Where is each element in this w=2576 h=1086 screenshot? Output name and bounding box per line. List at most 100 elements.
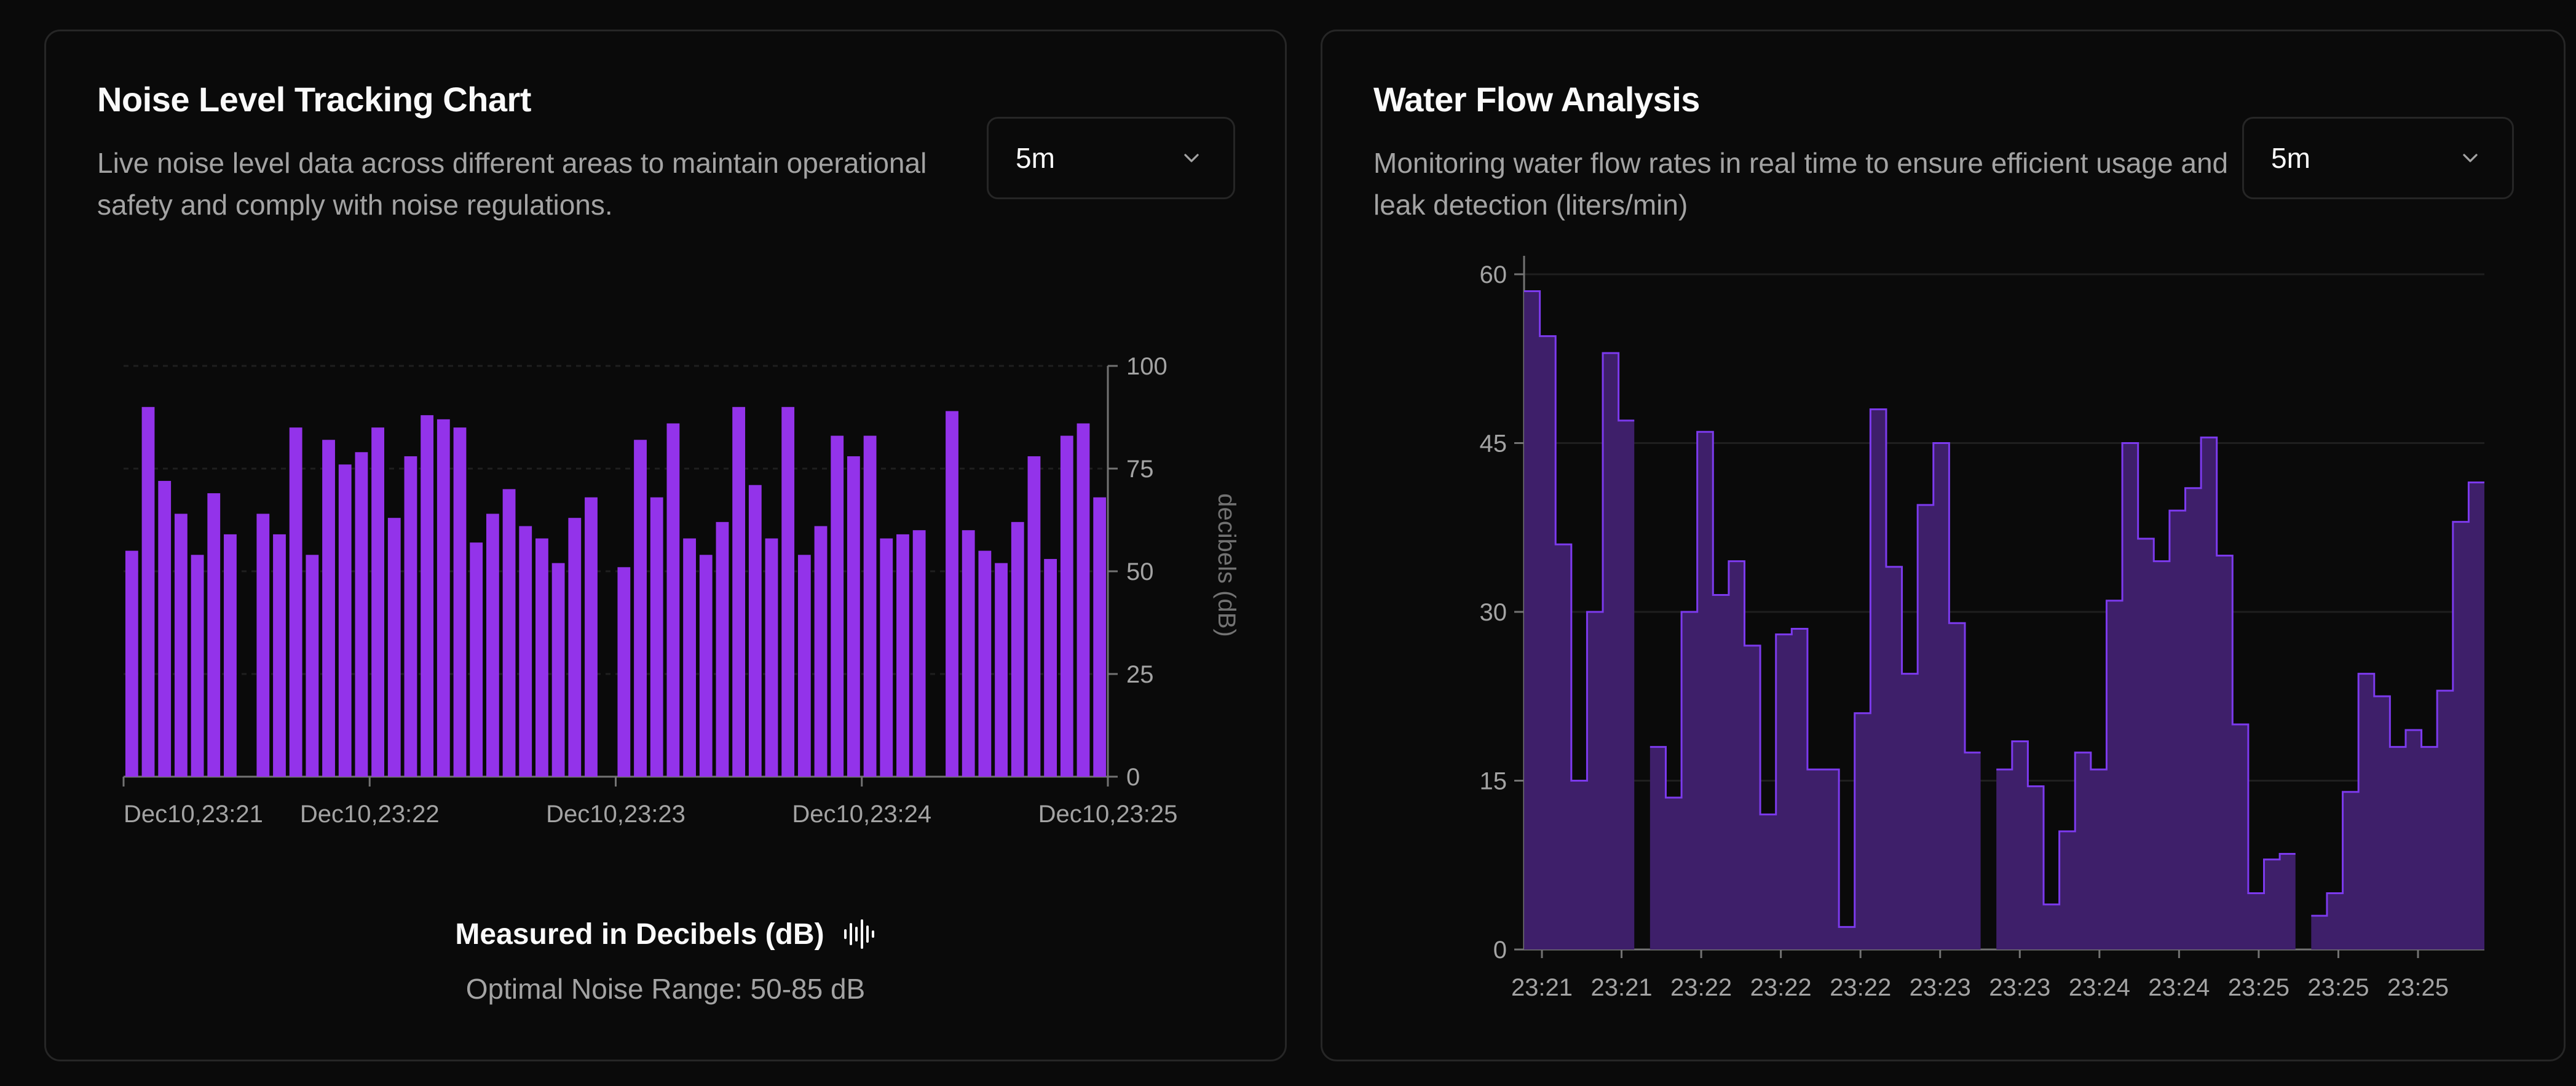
noise-bar — [519, 526, 532, 777]
noise-bar — [666, 423, 680, 777]
audio-wave-icon — [844, 919, 874, 949]
water-card-title: Water Flow Analysis — [1373, 80, 1700, 119]
noise-x-tick-label: Dec10,23:25 — [1038, 801, 1178, 828]
water-x-tick-label: 23:21 — [1590, 974, 1652, 1001]
noise-bar — [995, 563, 1008, 777]
water-y-tick-label: 15 — [1480, 768, 1507, 795]
water-area-fill — [1524, 291, 1635, 950]
noise-x-tick-label: Dec10,23:24 — [792, 801, 931, 828]
water-y-tick-label: 30 — [1480, 599, 1507, 626]
chevron-down-icon — [1184, 154, 1199, 162]
noise-bar — [1077, 423, 1090, 777]
noise-bar — [191, 555, 204, 777]
water-y-tick-label: 0 — [1493, 937, 1507, 964]
water-x-tick-label: 23:23 — [1989, 974, 2050, 1001]
noise-bar — [814, 526, 828, 777]
noise-bar — [453, 427, 467, 777]
water-x-tick-label: 23:21 — [1511, 974, 1573, 1001]
water-x-tick-label: 23:24 — [2148, 974, 2210, 1001]
noise-bar — [306, 555, 319, 777]
noise-bar — [765, 538, 778, 777]
noise-bar — [568, 518, 582, 777]
noise-bar — [650, 497, 663, 777]
water-area-line — [1524, 290, 1635, 782]
noise-bar — [551, 563, 565, 777]
noise-bar — [699, 555, 713, 777]
noise-bar — [831, 435, 844, 777]
water-area-line — [1996, 436, 2296, 906]
chevron-down-icon — [2463, 154, 2478, 162]
noise-bar — [847, 456, 860, 777]
noise-bar — [207, 493, 221, 777]
noise-bar — [797, 555, 811, 777]
noise-bar — [946, 411, 958, 777]
noise-bar — [404, 456, 417, 777]
noise-bar — [634, 440, 647, 777]
noise-bar — [732, 406, 746, 777]
water-area-line — [2311, 482, 2484, 917]
noise-bar — [486, 513, 499, 777]
noise-bar — [1093, 497, 1107, 777]
noise-y-tick-label: 100 — [1126, 353, 1167, 380]
noise-bar — [535, 538, 548, 777]
noise-y-tick-label: 50 — [1126, 558, 1154, 585]
noise-y-axis-title: decibels (dB) — [1213, 493, 1240, 636]
noise-footer-title-text: Measured in Decibels (dB) — [455, 918, 824, 951]
water-x-tick-label: 23:25 — [2228, 974, 2290, 1001]
noise-bar — [962, 530, 975, 777]
noise-bar — [387, 518, 401, 777]
water-x-tick-label: 23:22 — [1670, 974, 1732, 1001]
noise-bar — [224, 534, 237, 777]
noise-bar — [1044, 558, 1057, 777]
noise-bar — [470, 542, 483, 777]
noise-bar — [912, 530, 926, 777]
water-x-tick-label: 23:22 — [1750, 974, 1812, 1001]
noise-bar — [617, 567, 631, 777]
noise-x-tick-label: Dec10,23:23 — [546, 801, 685, 828]
noise-x-tick-label: Dec10,23:21 — [124, 801, 263, 828]
noise-card-title: Noise Level Tracking Chart — [97, 80, 531, 119]
noise-bar — [683, 538, 696, 777]
noise-bar — [125, 550, 138, 777]
noise-y-tick-label: 0 — [1126, 764, 1140, 791]
noise-bar — [322, 440, 335, 777]
water-flow-card: Water Flow Analysis Monitoring water flo… — [1321, 30, 2566, 1061]
noise-bar — [338, 464, 352, 777]
water-y-tick-label: 60 — [1480, 261, 1507, 288]
water-x-tick-label: 23:25 — [2387, 974, 2449, 1001]
noise-bar — [978, 550, 992, 777]
water-y-tick-label: 45 — [1480, 430, 1507, 458]
water-flow-area-chart: 0 15 30 45 60 23:21 23:21 23:22 23:22 23:22 23:23 2… — [1480, 256, 2484, 1001]
water-x-tick-label: 23:25 — [2307, 974, 2369, 1001]
noise-bar — [289, 427, 302, 777]
noise-level-card: Noise Level Tracking Chart Live noise le… — [44, 30, 1287, 1061]
noise-bar — [880, 538, 893, 777]
noise-bar — [158, 481, 172, 777]
noise-bar-chart: 0 25 50 75 100 Dec10,23:21 Dec10,23:22 Dec10,23… — [122, 353, 1240, 828]
noise-bar — [716, 521, 729, 777]
noise-bar — [256, 513, 270, 777]
noise-bar — [355, 452, 368, 777]
noise-x-tick-label: Dec10,23:22 — [300, 801, 440, 828]
noise-footer-title: Measured in Decibels (dB) — [46, 917, 1285, 951]
water-card-description: Monitoring water flow rates in real time… — [1373, 147, 2229, 221]
noise-range-select[interactable]: 5m — [987, 117, 1235, 199]
water-range-select[interactable]: 5m — [2242, 117, 2514, 199]
noise-bar — [141, 406, 155, 777]
noise-bar — [1060, 435, 1073, 777]
noise-bar — [863, 435, 877, 777]
water-x-tick-label: 23:23 — [1910, 974, 1971, 1001]
noise-bar — [1011, 521, 1024, 777]
water-x-tick-label: 23:22 — [1830, 974, 1891, 1001]
noise-footer-subtitle: Optimal Noise Range: 50-85 dB — [465, 973, 866, 1005]
noise-bar — [437, 419, 450, 777]
noise-bar — [1027, 456, 1041, 777]
noise-y-tick-label: 75 — [1126, 456, 1154, 483]
noise-bar — [273, 534, 286, 777]
noise-bar — [502, 489, 516, 777]
noise-bar — [748, 485, 762, 777]
noise-card-description: Live noise level data across different a… — [97, 147, 927, 221]
water-area-fill — [1650, 409, 1981, 949]
noise-bar — [174, 513, 188, 777]
noise-bar — [896, 534, 909, 777]
